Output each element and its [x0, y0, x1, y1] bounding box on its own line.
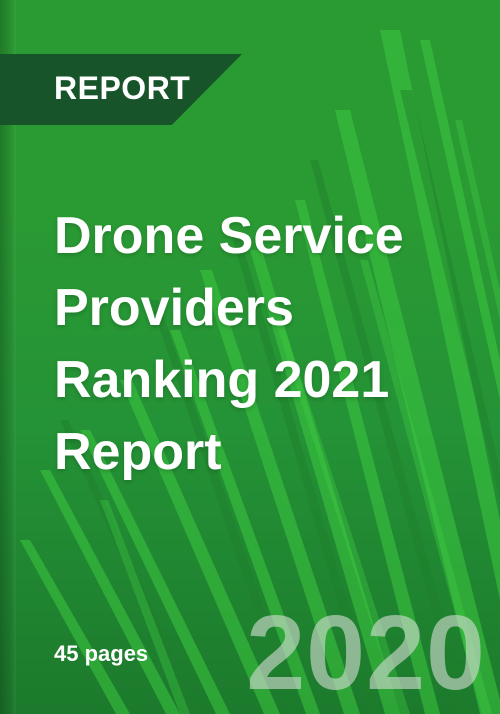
title-line: Providers: [54, 279, 294, 337]
title-line: Ranking 2021: [54, 351, 390, 409]
page-count: 45 pages: [54, 641, 149, 666]
title-line: Report: [54, 423, 222, 481]
report-title: Drone Service Providers Ranking 2021 Rep…: [54, 200, 484, 488]
report-badge-label: REPORT: [54, 70, 191, 106]
publication-year: 2020: [246, 594, 486, 712]
title-line: Drone Service: [54, 207, 404, 265]
cover-spine-shadow: [0, 0, 16, 714]
